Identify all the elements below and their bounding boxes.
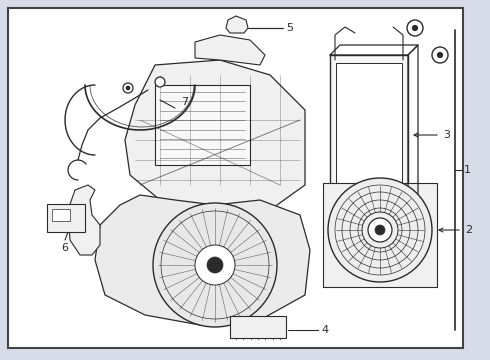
- Text: 4: 4: [321, 325, 328, 335]
- Circle shape: [155, 77, 165, 87]
- Circle shape: [413, 26, 417, 31]
- Polygon shape: [68, 185, 100, 255]
- Circle shape: [328, 178, 432, 282]
- Text: 5: 5: [286, 23, 293, 33]
- Circle shape: [123, 83, 133, 93]
- Bar: [230, 316, 286, 338]
- Polygon shape: [226, 16, 248, 33]
- Circle shape: [375, 225, 385, 235]
- Circle shape: [207, 257, 223, 273]
- Bar: [52, 209, 70, 221]
- Text: 1: 1: [464, 165, 470, 175]
- Text: 7: 7: [181, 97, 189, 107]
- Circle shape: [195, 245, 235, 285]
- Text: 3: 3: [443, 130, 450, 140]
- Circle shape: [153, 203, 277, 327]
- Circle shape: [126, 86, 130, 90]
- Text: 2: 2: [465, 225, 472, 235]
- Bar: [330, 55, 408, 220]
- Circle shape: [368, 218, 392, 242]
- Bar: [155, 85, 250, 165]
- Circle shape: [438, 53, 442, 58]
- Polygon shape: [195, 35, 265, 65]
- Bar: [47, 204, 85, 232]
- Text: 6: 6: [62, 243, 69, 253]
- Polygon shape: [95, 195, 310, 325]
- Polygon shape: [125, 60, 305, 220]
- Bar: [336, 63, 402, 212]
- Bar: [323, 183, 437, 287]
